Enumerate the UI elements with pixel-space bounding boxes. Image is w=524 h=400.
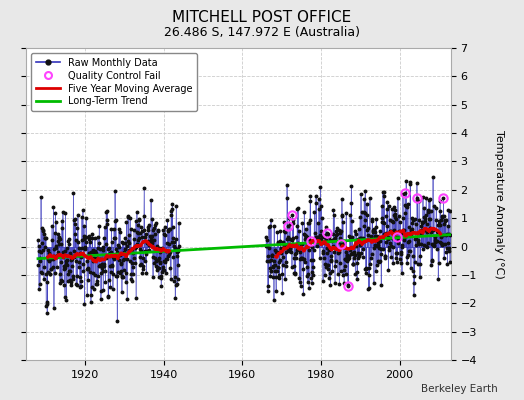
Text: 26.486 S, 147.972 E (Australia): 26.486 S, 147.972 E (Australia) [164, 26, 360, 39]
Text: MITCHELL POST OFFICE: MITCHELL POST OFFICE [172, 10, 352, 25]
Legend: Raw Monthly Data, Quality Control Fail, Five Year Moving Average, Long-Term Tren: Raw Monthly Data, Quality Control Fail, … [31, 53, 198, 111]
Y-axis label: Temperature Anomaly (°C): Temperature Anomaly (°C) [494, 130, 504, 278]
Text: Berkeley Earth: Berkeley Earth [421, 384, 498, 394]
